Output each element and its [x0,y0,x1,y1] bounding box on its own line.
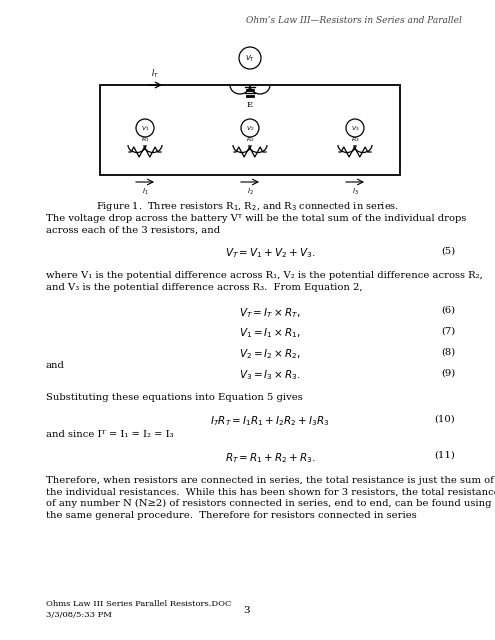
Text: $R_2$: $R_2$ [246,135,254,144]
Text: $R_3$: $R_3$ [350,135,359,144]
Text: and since Iᵀ = I₁ = I₂ = I₃: and since Iᵀ = I₁ = I₂ = I₃ [46,430,174,439]
Circle shape [136,119,154,137]
Text: $V_1 = I_1 \times R_1,$: $V_1 = I_1 \times R_1,$ [239,326,301,340]
Text: where V₁ is the potential difference across R₁, V₂ is the potential difference a: where V₁ is the potential difference acr… [46,271,483,280]
Text: (6): (6) [441,306,455,315]
Text: (8): (8) [441,348,455,356]
Text: the individual resistances.  While this has been shown for 3 resistors, the tota: the individual resistances. While this h… [46,488,495,497]
Circle shape [346,119,364,137]
Text: Substituting these equations into Equation 5 gives: Substituting these equations into Equati… [46,394,303,403]
Circle shape [241,119,259,137]
Text: 3/3/08/5:33 PM: 3/3/08/5:33 PM [46,611,112,619]
Text: E: E [247,101,253,109]
Text: (9): (9) [441,368,455,377]
Text: of any number N (N≥2) of resistors connected in series, end to end, can be found: of any number N (N≥2) of resistors conne… [46,499,492,508]
Text: $I_3$: $I_3$ [351,187,358,197]
Text: 3: 3 [244,606,250,615]
Text: Ohms Law III Series Parallel Resistors.DOC: Ohms Law III Series Parallel Resistors.D… [46,600,231,608]
Bar [100,85,400,175]
Text: $R_1$: $R_1$ [141,135,149,144]
Text: $V_3 = I_3 \times R_3.$: $V_3 = I_3 \times R_3.$ [239,368,301,382]
Text: $V_2 = I_2 \times R_2,$: $V_2 = I_2 \times R_2,$ [239,348,301,361]
Text: across each of the 3 resistors, and: across each of the 3 resistors, and [46,225,220,234]
Text: Therefore, when resistors are connected in series, the total resistance is just : Therefore, when resistors are connected … [46,476,494,485]
Text: (7): (7) [441,326,455,336]
Text: $I_T$: $I_T$ [151,67,159,80]
Text: and: and [46,361,65,370]
Text: $V_T$: $V_T$ [245,54,255,64]
Circle shape [239,47,261,69]
Text: $V_T = V_1 + V_2 + V_3.$: $V_T = V_1 + V_2 + V_3.$ [225,246,315,260]
Text: Figure 1.  Three resistors R$_1$, R$_2$, and R$_3$ connected in series.: Figure 1. Three resistors R$_1$, R$_2$, … [96,200,398,213]
Text: $R_T = R_1 + R_2 + R_3.$: $R_T = R_1 + R_2 + R_3.$ [225,451,315,465]
Text: and V₃ is the potential difference across R₃.  From Equation 2,: and V₃ is the potential difference acros… [46,283,363,292]
Text: $V_1$: $V_1$ [141,125,149,134]
Text: $V_2$: $V_2$ [246,125,254,134]
Text: $I_2$: $I_2$ [247,187,253,197]
Text: the same general procedure.  Therefore for resistors connected in series: the same general procedure. Therefore fo… [46,511,417,520]
Text: $I_T R_T = I_1 R_1 + I_2 R_2 + I_3 R_3$: $I_T R_T = I_1 R_1 + I_2 R_2 + I_3 R_3$ [210,414,330,428]
Text: The voltage drop across the battery Vᵀ will be the total sum of the individual d: The voltage drop across the battery Vᵀ w… [46,214,466,223]
Text: Ohm’s Law III—Resistors in Series and Parallel: Ohm’s Law III—Resistors in Series and Pa… [246,16,462,25]
Text: (11): (11) [434,451,455,460]
Text: (10): (10) [434,414,455,423]
Text: $V_T = I_T \times R_T,$: $V_T = I_T \times R_T,$ [239,306,300,320]
Text: $V_3$: $V_3$ [350,125,359,134]
Text: (5): (5) [441,246,455,255]
Text: $I_1$: $I_1$ [142,187,148,197]
